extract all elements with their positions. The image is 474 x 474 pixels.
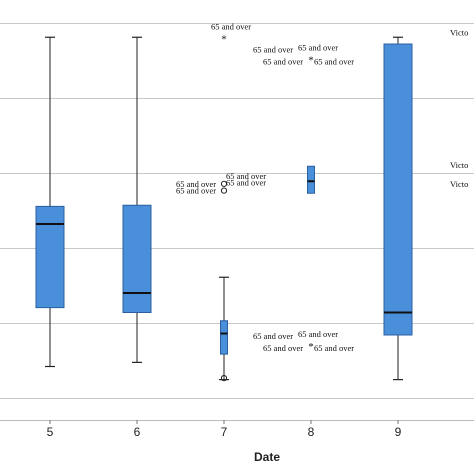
outlier-circle (220, 187, 228, 194)
x-tick-label: 7 (221, 425, 228, 439)
x-axis: 5 6 7 8 9 (0, 420, 474, 439)
outlier-label: 65 and over (263, 57, 303, 67)
outlier-star: * (308, 55, 314, 67)
outlier-label: 65 and over (298, 329, 338, 339)
outlier-circle (220, 180, 228, 187)
gridlines (0, 23, 474, 399)
x-tick-label: 8 (308, 425, 315, 439)
x-axis-label: Date (254, 450, 280, 464)
x-tick-label: 6 (134, 425, 141, 439)
box (220, 320, 228, 355)
x-tick-label: 5 (47, 425, 54, 439)
outlier-star: * (308, 341, 314, 353)
x-tick-label: 9 (395, 425, 402, 439)
outlier-label: 65 and over (226, 178, 266, 188)
outlier-label: 65 and over (176, 179, 216, 189)
edge-labels: Victo Victo Victo (450, 27, 468, 189)
outlier-label: 65 and over (314, 57, 354, 67)
outlier-star: * (221, 33, 227, 45)
box (383, 43, 413, 336)
outlier-label: 65 and over (253, 331, 293, 341)
outlier-label: 65 and over (176, 186, 216, 196)
outlier-label: 65 and over (314, 343, 354, 353)
box (122, 204, 152, 313)
outlier-label: 65 and over (211, 21, 251, 31)
boxes (35, 36, 413, 381)
outlier-circle (220, 375, 228, 382)
edge-label: Victo (450, 160, 468, 170)
edge-label: Victo (450, 179, 468, 189)
outlier-label: 65 and over (226, 171, 266, 181)
edge-label: Victo (450, 27, 468, 37)
box (307, 165, 315, 194)
outlier-label: 65 and over (253, 45, 293, 55)
outlier-label: 65 and over (298, 43, 338, 53)
box (35, 205, 65, 309)
outlier-label: 65 and over (263, 343, 303, 353)
